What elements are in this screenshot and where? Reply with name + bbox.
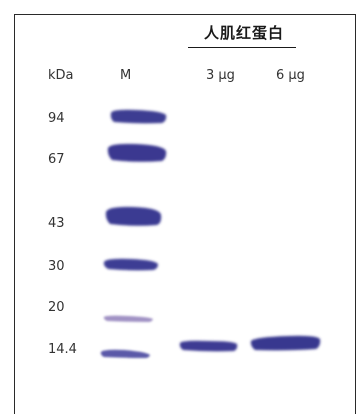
marker-band-30 <box>103 258 158 271</box>
sample-lanes <box>179 335 321 352</box>
mw-label-43: 43 <box>48 216 65 231</box>
mw-label-14-4: 14.4 <box>48 342 77 357</box>
marker-band-43 <box>105 206 162 226</box>
mw-label-94: 94 <box>48 111 65 126</box>
marker-lane <box>100 109 167 358</box>
gel-bands <box>100 109 321 358</box>
marker-band-14-4 <box>100 349 150 358</box>
sample-band-3ug <box>179 340 238 352</box>
lane-6ug-header: 6 μg <box>276 68 305 83</box>
title-underline <box>188 47 296 48</box>
gel-figure-frame <box>14 14 356 414</box>
marker-lane-header: M <box>120 68 132 83</box>
mw-label-20: 20 <box>48 300 65 315</box>
figure-title: 人肌红蛋白 <box>203 24 284 42</box>
mw-label-67: 67 <box>48 152 65 167</box>
sample-band-6ug <box>250 335 321 351</box>
marker-band-20 <box>103 315 153 322</box>
lane-3ug-header: 3 μg <box>206 68 235 83</box>
marker-band-67 <box>107 143 167 162</box>
kda-header: kDa <box>48 68 74 83</box>
marker-band-94 <box>110 109 167 124</box>
mw-label-30: 30 <box>48 259 65 274</box>
